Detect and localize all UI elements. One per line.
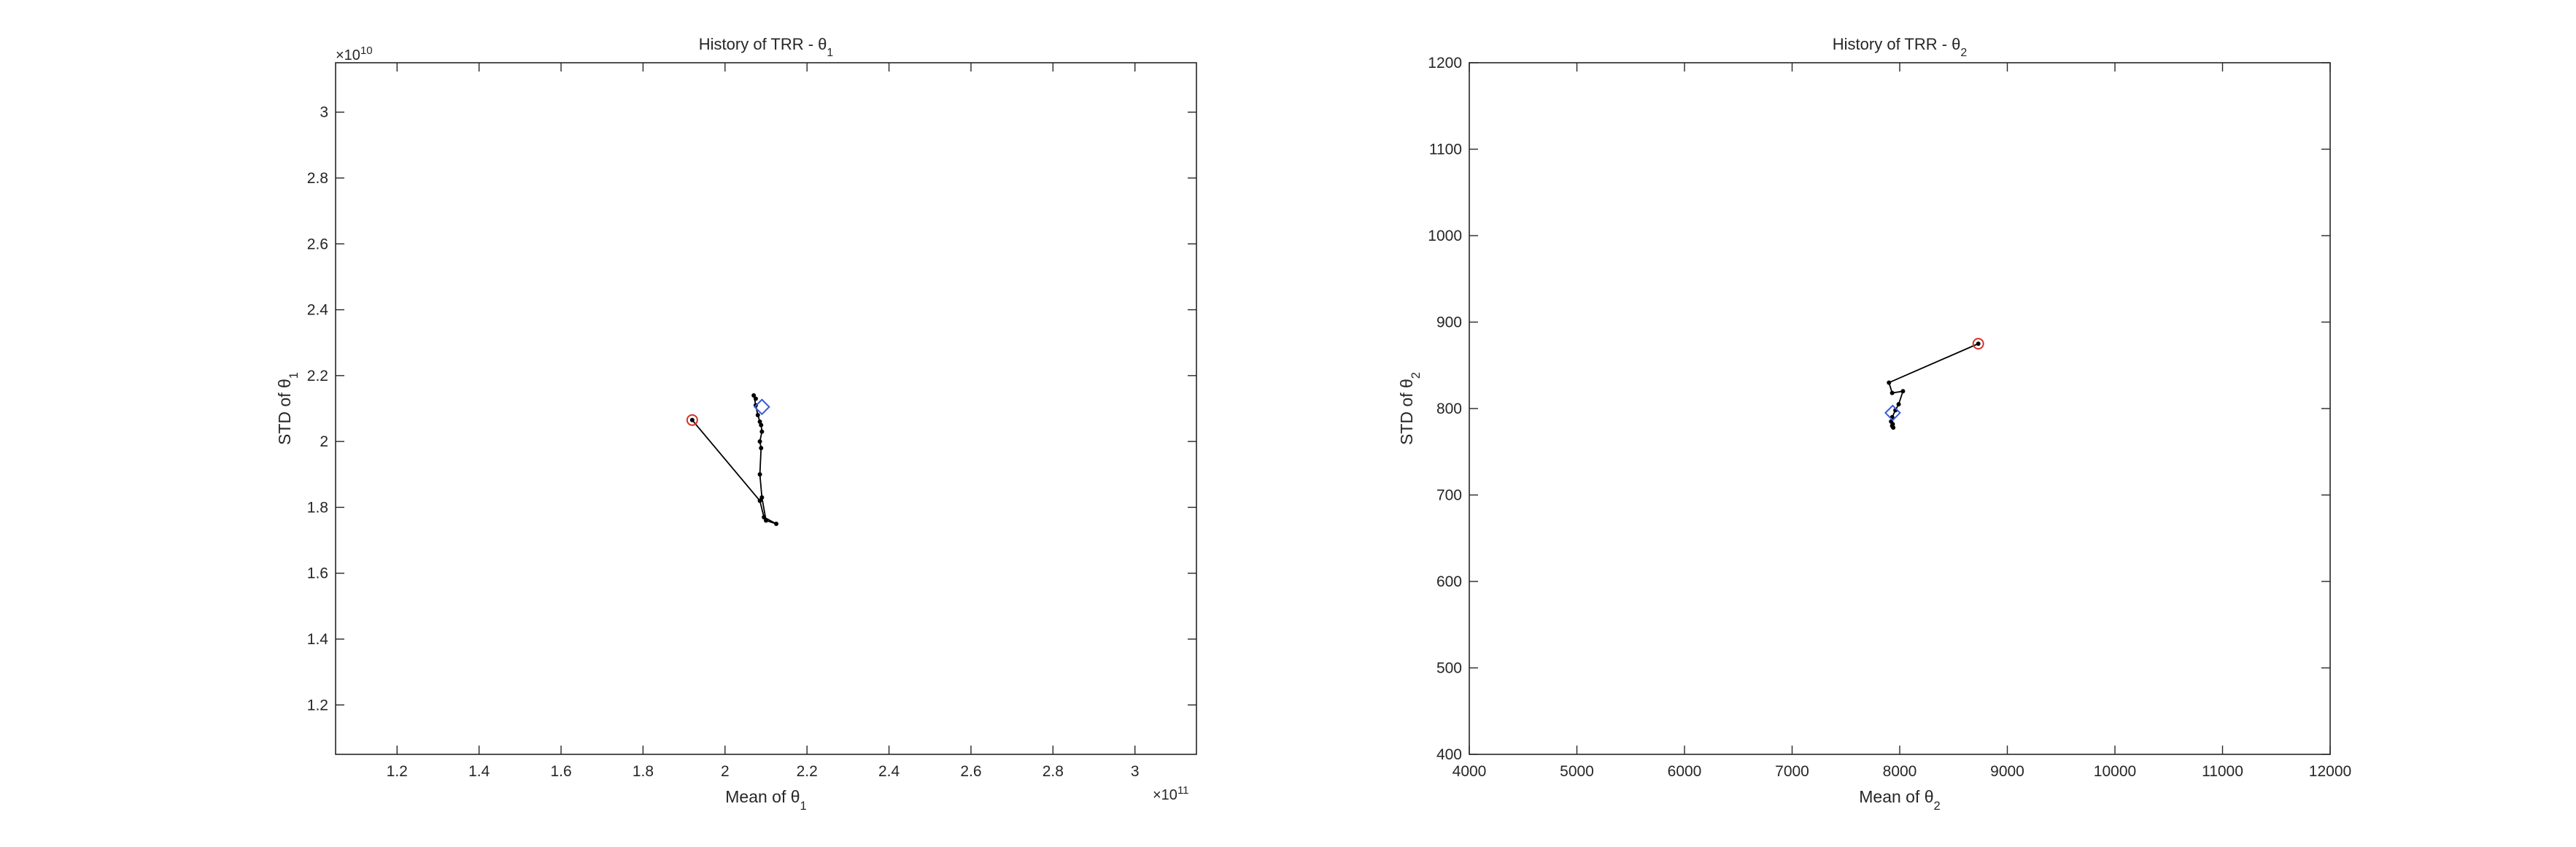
series-point	[757, 419, 762, 425]
series-point	[759, 429, 765, 434]
end-marker	[753, 398, 770, 416]
axes-box	[335, 62, 1197, 755]
series-point	[1890, 422, 1895, 427]
series-point	[759, 495, 765, 500]
x-tick-label: 9000	[1990, 763, 2024, 780]
y-axis-label: STD of θ2	[1397, 372, 1423, 445]
x-tick-label: 2.8	[1043, 763, 1064, 780]
y-tick-label: 1.8	[307, 499, 328, 516]
y-tick-label: 1.2	[307, 697, 328, 713]
y-tick-label: 500	[1436, 660, 1462, 677]
x-axis-label: Mean of θ1	[725, 787, 807, 813]
x-tick-label: 2.2	[797, 763, 818, 780]
series-point	[757, 498, 762, 503]
x-tick-label: 3	[1131, 763, 1140, 780]
y-exponent-label: ×1010	[336, 45, 373, 64]
series-point	[1890, 390, 1895, 395]
x-tick-label: 10000	[2094, 763, 2136, 780]
x-tick-label: 1.8	[633, 763, 654, 780]
series-point	[753, 396, 758, 401]
chart-1: 1.2 1.4 1.6 1.8 2 2.2 2.4 2.6 2.8 3 1.2 1.4 1.6 1.8 2 2…	[275, 35, 1197, 813]
series-point	[759, 422, 764, 428]
y-axis-label: STD of θ1	[275, 372, 301, 445]
start-marker	[686, 414, 698, 426]
x-tick-label: 8000	[1883, 763, 1917, 780]
start-marker-dot	[1976, 341, 1981, 346]
chart-title: History of TRR - θ1	[699, 35, 834, 59]
start-marker	[1972, 338, 1984, 350]
series-point	[759, 446, 764, 451]
y-tick-label: 1.4	[307, 631, 329, 648]
chart-2: 4000 5000 6000 7000 8000 9000 10000 11000 12000 4…	[1397, 35, 2351, 813]
series-line	[692, 395, 777, 525]
end-marker	[1884, 404, 1901, 422]
y-tick-label: 900	[1436, 314, 1462, 331]
start-marker-dot	[690, 418, 695, 422]
series-point	[1887, 380, 1892, 385]
y-tick-label: 2	[320, 433, 328, 450]
y-tick-label: 2.4	[307, 302, 329, 319]
chart-title: History of TRR - θ2	[1833, 35, 1967, 59]
series-point	[1900, 389, 1906, 394]
x-tick-label: 2.4	[878, 763, 900, 780]
series-point	[762, 514, 767, 519]
y-tick-label: 1100	[1429, 142, 1462, 158]
y-tick-label: 3	[320, 104, 328, 121]
y-tick-label: 400	[1436, 746, 1462, 763]
x-tick-label: 12000	[2309, 763, 2351, 780]
x-tick-label: 5000	[1560, 763, 1594, 780]
x-tick-label: 1.4	[468, 763, 490, 780]
y-tick-label: 2.2	[307, 368, 328, 384]
series-point	[757, 439, 762, 444]
x-tick-label: 4000	[1453, 763, 1487, 780]
y-tick-label: 1200	[1428, 55, 1462, 71]
x-tick-label: 6000	[1668, 763, 1702, 780]
series-point	[764, 518, 768, 523]
y-tick-label: 1.6	[307, 565, 328, 582]
y-tick-label: 800	[1436, 401, 1462, 417]
x-tick-label: 1.6	[550, 763, 571, 780]
series-point	[1896, 402, 1901, 407]
axes-box	[1469, 62, 2331, 755]
y-tick-label: 600	[1436, 573, 1462, 590]
x-tick-label: 1.2	[387, 763, 408, 780]
series-point	[757, 472, 762, 477]
x-exponent-label: ×1011	[1153, 784, 1189, 804]
y-tick-label: 700	[1436, 487, 1462, 504]
x-tick-label: 2.6	[960, 763, 981, 780]
y-tick-label: 1000	[1428, 228, 1462, 244]
x-tick-label: 7000	[1775, 763, 1809, 780]
x-tick-label: 11000	[2202, 763, 2243, 780]
series-point	[755, 413, 760, 418]
series-point	[774, 522, 779, 526]
x-axis-label: Mean of θ2	[1859, 787, 1941, 813]
series-point	[1891, 425, 1896, 430]
series-point	[751, 392, 757, 398]
y-tick-label: 2.6	[307, 236, 328, 252]
x-tick-label: 2	[721, 763, 730, 780]
y-tick-label: 2.8	[307, 170, 328, 187]
